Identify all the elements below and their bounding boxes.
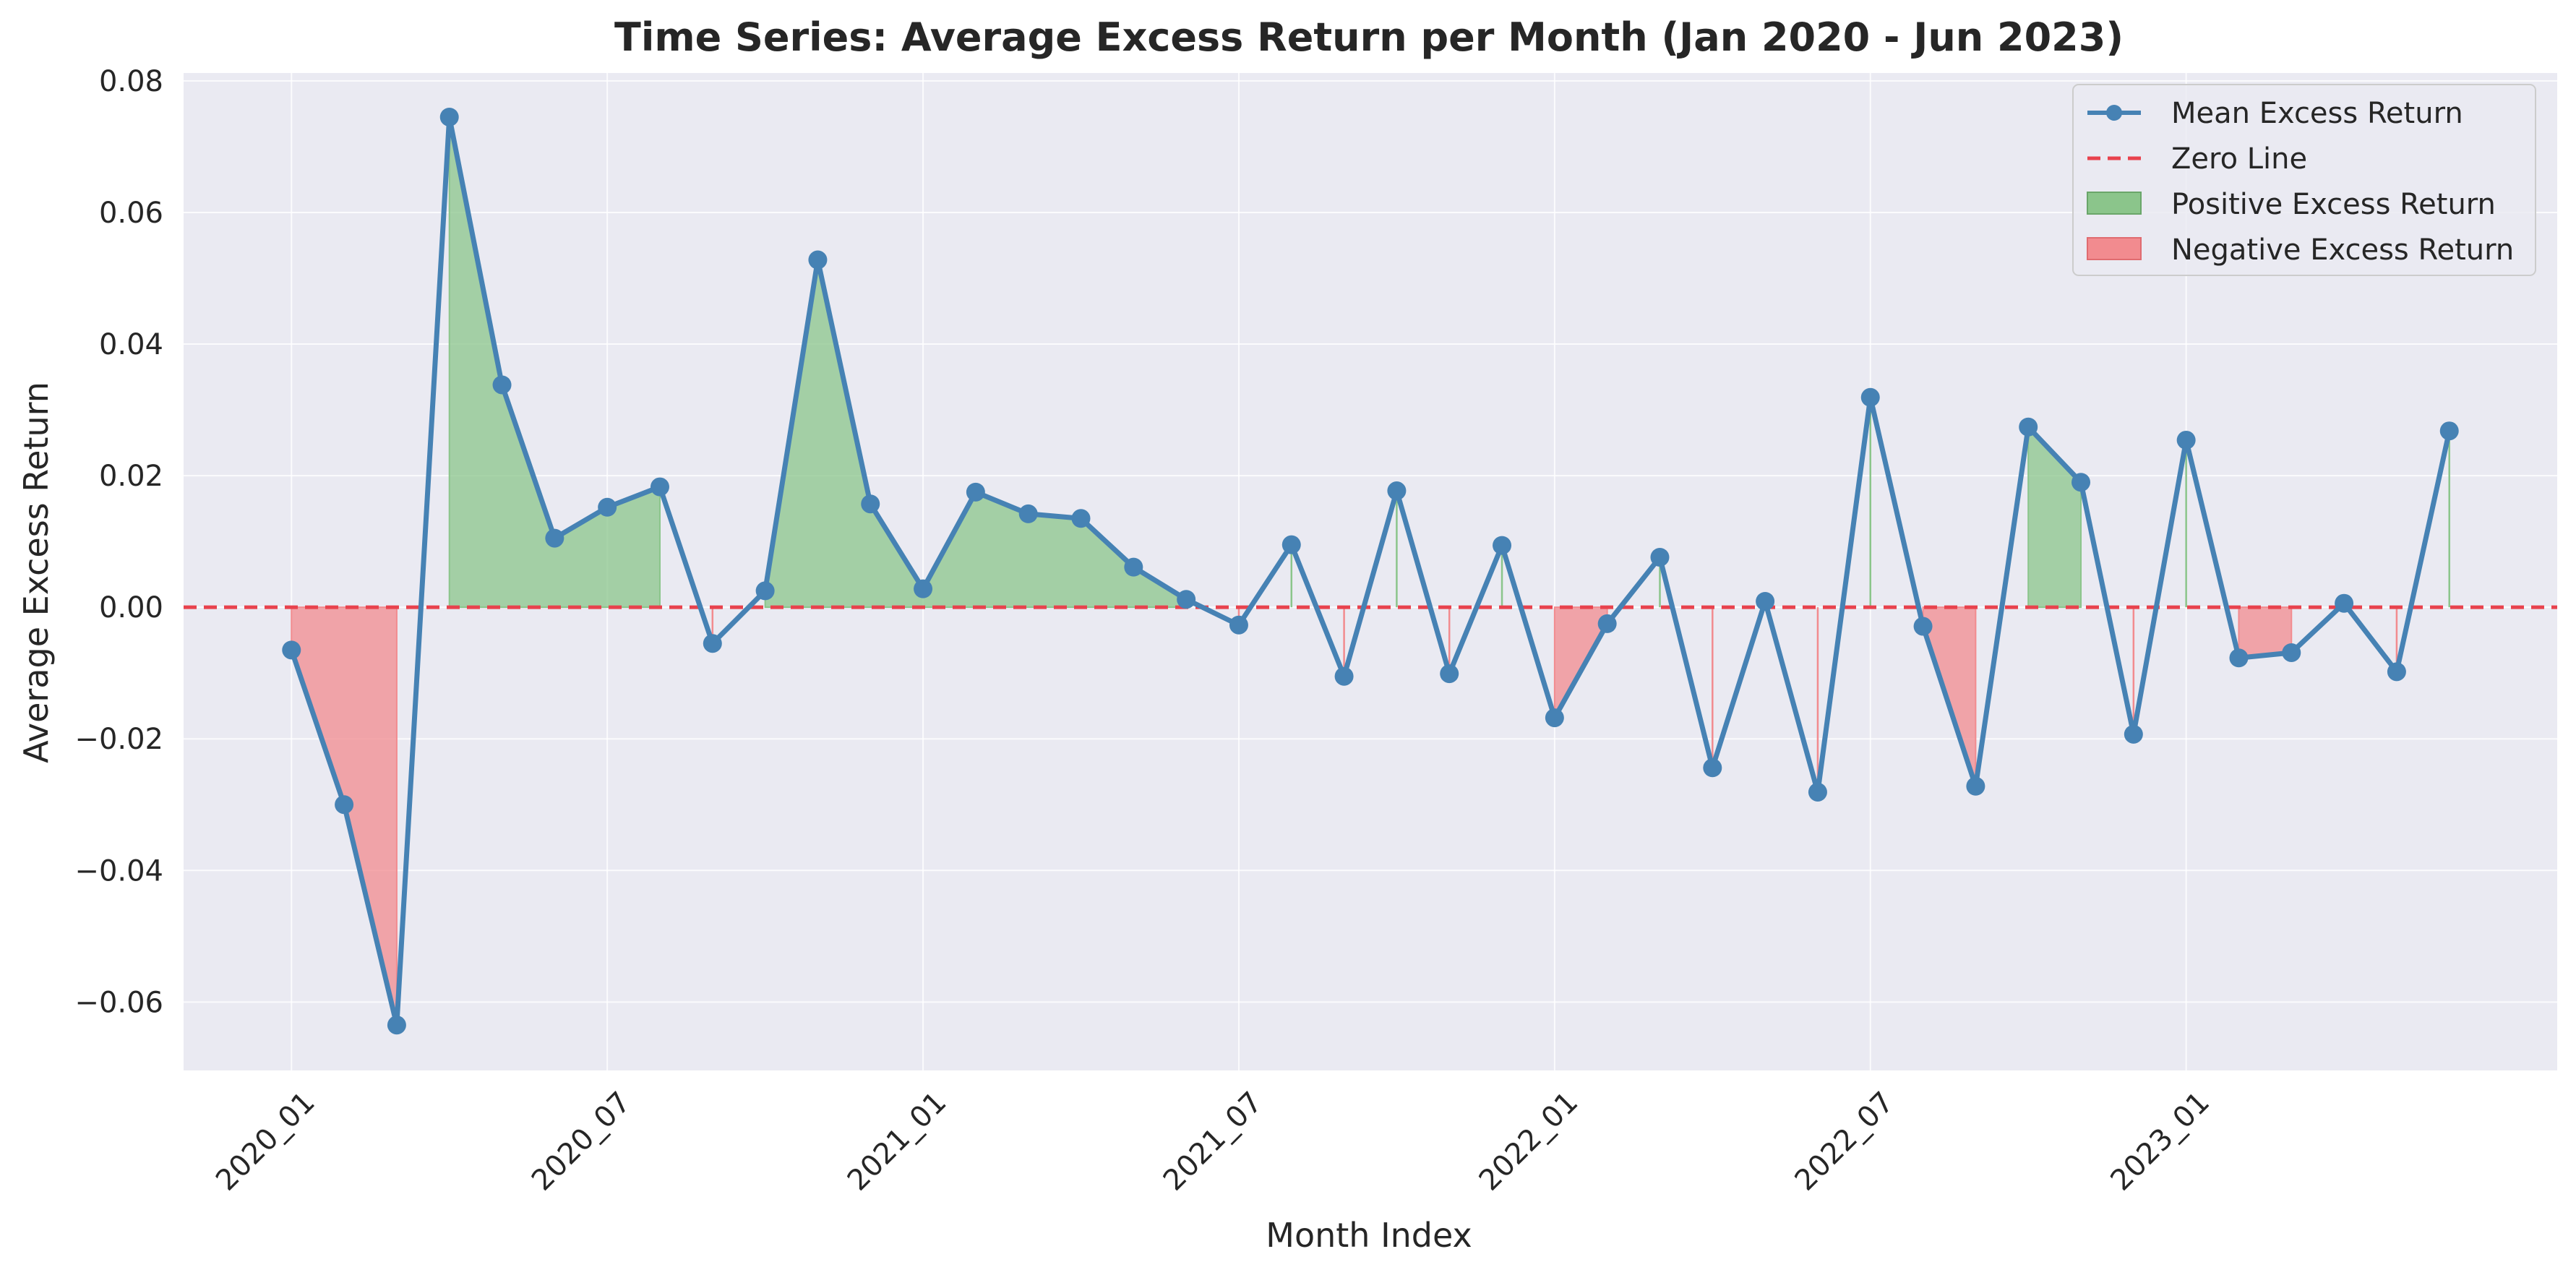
data-point (598, 497, 617, 517)
data-point (1334, 666, 1354, 686)
y-tick-label: −0.06 (74, 986, 163, 1019)
data-point (808, 250, 828, 270)
y-axis-label: Average Excess Return (17, 382, 56, 763)
legend-item-mean-excess-return: Mean Excess Return (2087, 97, 2463, 130)
data-point (650, 477, 669, 497)
data-point (966, 482, 985, 502)
legend-swatch-green (2087, 192, 2142, 215)
y-tick-label: −0.04 (74, 854, 163, 888)
data-point (2282, 643, 2301, 662)
legend-item-zero-line: Zero Line (2087, 142, 2307, 176)
data-point (1860, 387, 1880, 407)
x-tick-label: 2020_07 (525, 1086, 637, 1198)
data-point (1597, 614, 1617, 633)
data-point (2229, 648, 2249, 668)
data-point (2124, 724, 2143, 744)
data-point (1966, 776, 1985, 796)
legend-item-positive-excess-return: Positive Excess Return (2087, 188, 2496, 221)
legend-label: Negative Excess Return (2171, 233, 2514, 267)
legend-label: Zero Line (2171, 142, 2307, 176)
data-point (914, 579, 933, 598)
x-axis-label: Month Index (1266, 1216, 1472, 1255)
data-point (1545, 708, 1564, 728)
data-point (1650, 547, 1670, 567)
data-point (2019, 417, 2038, 437)
y-tick-label: 0.02 (99, 460, 163, 493)
data-point (755, 581, 775, 601)
x-tick-label: 2023_01 (2104, 1086, 2216, 1198)
x-tick-labels: 2020_01 2020_07 2021_01 2021_07 2022_01 2022_… (210, 1086, 2216, 1198)
x-tick-label: 2020_01 (210, 1086, 322, 1198)
data-point (1177, 590, 1196, 609)
y-tick-labels: −0.06 −0.04 −0.02 0.00 0.02 0.04 0.06 0.08 (74, 65, 163, 1019)
data-point (1018, 504, 1038, 523)
data-point (335, 795, 354, 815)
legend-swatch-red (2087, 237, 2142, 260)
series-layer (282, 107, 2459, 1035)
legend-label: Mean Excess Return (2171, 97, 2463, 130)
data-point (703, 634, 722, 653)
data-point (2176, 430, 2196, 450)
x-tick-label: 2022_07 (1789, 1086, 1901, 1198)
legend-box (2072, 84, 2536, 276)
series-line-mean-excess-return (288, 114, 2452, 1028)
legend-label: Positive Excess Return (2171, 188, 2496, 221)
legend-item-negative-excess-return: Negative Excess Return (2087, 233, 2514, 267)
data-point (492, 375, 512, 395)
data-point (1703, 758, 1722, 778)
x-tick-label: 2021_01 (841, 1086, 953, 1198)
data-point (2335, 593, 2354, 613)
y-tick-label: −0.02 (74, 723, 163, 756)
y-tick-label: 0.06 (99, 197, 163, 230)
data-point (2071, 473, 2091, 492)
data-point (545, 528, 564, 548)
data-point (282, 640, 301, 660)
data-point (1387, 481, 1407, 501)
legend: Mean Excess Return Zero Line Positive Ex… (2072, 84, 2536, 276)
data-point (861, 494, 880, 514)
data-point (439, 107, 459, 126)
x-tick-label: 2022_01 (1473, 1086, 1585, 1198)
data-point (2439, 421, 2459, 441)
data-point (1071, 509, 1091, 528)
x-tick-label: 2021_07 (1157, 1086, 1269, 1198)
y-tick-label: 0.00 (99, 591, 163, 624)
data-point (2387, 662, 2406, 682)
legend-swatch-marker (2106, 105, 2122, 121)
data-point (1229, 615, 1248, 635)
data-point (1124, 557, 1143, 577)
y-tick-label: 0.08 (99, 65, 163, 98)
data-point (1756, 591, 1775, 611)
data-point (387, 1016, 406, 1035)
data-point (1493, 536, 1512, 555)
data-point (1913, 617, 1933, 636)
data-point (1808, 782, 1827, 802)
chart-title: Time Series: Average Excess Return per M… (614, 14, 2124, 60)
data-point (1281, 535, 1301, 554)
data-point (1440, 664, 1459, 684)
y-tick-label: 0.04 (99, 328, 163, 361)
